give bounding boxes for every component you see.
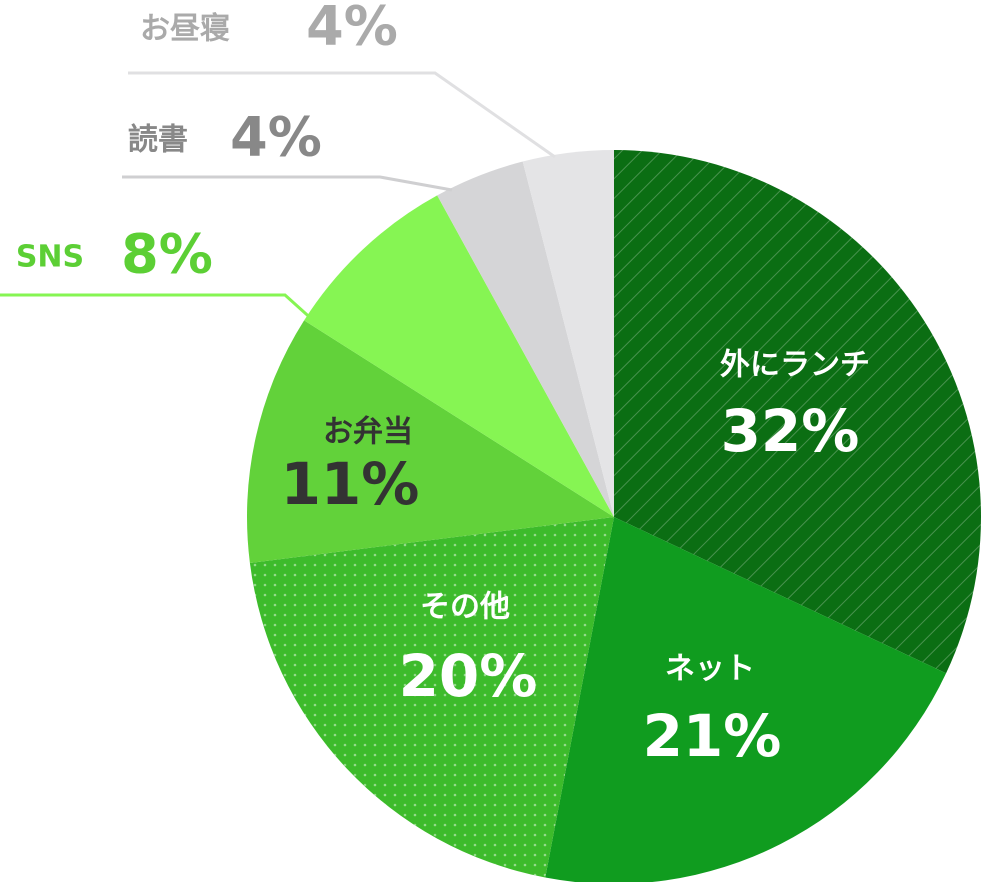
slice-label: SNS (16, 240, 84, 275)
slice-label: その他 (420, 590, 510, 625)
leader-line (128, 71, 556, 159)
slice-label: 外にランチ (720, 348, 870, 383)
pie-slice (304, 195, 614, 517)
slice-value-label: 11% (281, 450, 420, 518)
slice-value-label: 4% (306, 0, 398, 58)
slice-label: ネット (665, 652, 755, 687)
leader-line (0, 293, 317, 324)
slice-label: 読書 (128, 123, 188, 158)
slice-value-label: 21% (643, 702, 782, 770)
slice-value-label: 8% (121, 223, 213, 286)
slice-label: お昼寝 (140, 12, 230, 47)
pie-slice (246, 320, 614, 563)
slice-value-label: 32% (721, 397, 860, 465)
pie-slice (437, 161, 614, 518)
slice-label: お弁当 (323, 415, 413, 450)
pie-slice (522, 150, 614, 517)
pie-slice (545, 517, 947, 882)
slice-value-label: 4% (230, 106, 322, 169)
slice-value-label: 20% (399, 642, 538, 710)
leader-line (122, 175, 453, 192)
